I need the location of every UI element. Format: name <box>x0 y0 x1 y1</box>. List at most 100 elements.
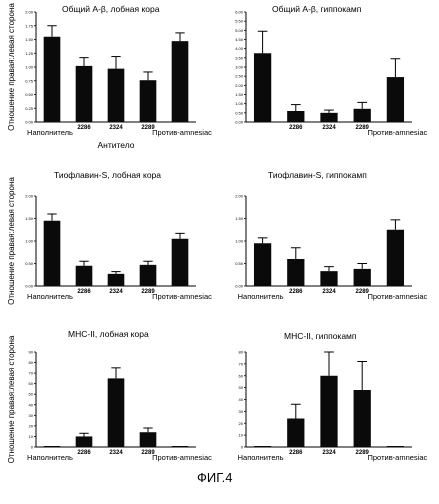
y-tick-label: 2.50 <box>235 74 244 79</box>
y-tick-label: 30 <box>29 413 34 418</box>
y-tick-label: 50 <box>29 392 34 397</box>
y-tick-label: 5.00 <box>235 28 244 33</box>
x-tick-label: 2289 <box>141 289 155 295</box>
chart-panel-6: МНС-II, гиппокамп 0 10 20 30 40 50 60 70 80 Наполн… <box>238 331 428 462</box>
y-tick-label: 4.00 <box>235 46 244 51</box>
y-tick-label: 0.75 <box>25 78 34 83</box>
x-tick-label: Против-amnesiac <box>152 292 212 301</box>
y-tick-label: 80 <box>239 350 244 355</box>
y-tick-label: 1.50 <box>235 216 244 221</box>
chart-title: Общий А-β, лобная кора <box>62 4 160 14</box>
bar <box>287 259 305 286</box>
bar <box>320 271 338 286</box>
y-axis-label: Отношение правая:левая сторона <box>7 177 16 305</box>
bar <box>107 273 125 286</box>
bar <box>75 436 93 447</box>
y-tick-label: 20 <box>239 421 244 426</box>
y-tick-label: 60 <box>239 373 244 378</box>
y-tick-label: 10 <box>29 434 34 439</box>
y-tick-label: 50 <box>239 385 244 390</box>
bar <box>353 268 371 286</box>
x-tick-label: Наполнитель <box>27 292 73 301</box>
y-tick-label: 1.50 <box>25 37 34 42</box>
y-tick-label: 0.50 <box>25 92 34 97</box>
y-axis-label: Отношение правая:левая сторона <box>7 3 16 131</box>
x-tick-label: 2324 <box>322 450 336 456</box>
x-tick-label: 2286 <box>77 125 91 131</box>
bar <box>253 53 272 122</box>
bar <box>253 243 272 286</box>
y-tick-label: 1.00 <box>25 65 34 70</box>
chart-panel-2: Общий А-β, гиппокамп 0.00 0.50 1.00 1.50 2.00… <box>235 4 427 137</box>
y-tick-label: 40 <box>29 402 34 407</box>
bar <box>139 264 157 286</box>
y-tick-label: 0.00 <box>235 284 244 289</box>
y-tick-label: 6.00 <box>235 10 244 15</box>
x-tick-label: 2324 <box>109 125 123 131</box>
bar <box>107 68 125 122</box>
bar <box>43 220 61 286</box>
bar <box>386 446 405 447</box>
bar <box>353 108 371 122</box>
x-tick-label: Против-amnesiac <box>368 128 428 137</box>
y-tick-label: 0 <box>241 445 244 450</box>
bar <box>386 229 405 286</box>
y-axis-label: Отношение правая:левая сторона <box>7 335 16 463</box>
y-tick-label: 2.00 <box>235 83 244 88</box>
bar <box>287 418 305 447</box>
y-tick-label: 0.00 <box>235 120 244 125</box>
x-tick-label: 2289 <box>141 125 155 131</box>
y-tick-label: 30 <box>239 409 244 414</box>
x-tick-label: 2289 <box>356 125 370 131</box>
bar <box>139 432 157 447</box>
chart-title: Общий А-β, гиппокамп <box>272 4 362 14</box>
x-tick-label: 2324 <box>322 289 336 295</box>
y-tick-label: 2.00 <box>25 194 34 199</box>
bar <box>171 238 189 286</box>
chart-title: Тиофлавин-S, лобная кора <box>54 170 161 180</box>
chart-title: Тиофлавин-S, гиппокамп <box>268 170 367 180</box>
y-tick-label: 70 <box>239 361 244 366</box>
x-tick-label: Наполнитель <box>27 453 73 462</box>
bar <box>43 36 61 122</box>
x-tick-label: 2289 <box>356 289 370 295</box>
x-tick-label: 2286 <box>77 289 91 295</box>
y-tick-label: 1.00 <box>235 239 244 244</box>
y-tick-label: 1.25 <box>25 51 34 56</box>
y-tick-label: 4.50 <box>235 37 244 42</box>
chart-panel-1: Общий А-β, лобная кора 0.00 0.25 0.50 0.75 1.… <box>7 3 212 150</box>
bar <box>171 446 189 447</box>
bar <box>43 446 61 447</box>
x-tick-label: 2324 <box>109 289 123 295</box>
x-tick-label: Против-amnesiac <box>368 292 428 301</box>
figure-label: ФИГ.4 <box>197 470 233 485</box>
y-tick-label: 1.00 <box>25 239 34 244</box>
x-tick-label: 2289 <box>356 450 370 456</box>
chart-panel-5: МНС-II, лобная кора 0 10 20 30 40 50 60 70 80 90 От… <box>7 329 212 463</box>
y-tick-label: 3.00 <box>235 65 244 70</box>
x-axis-label: Антитело <box>97 140 134 150</box>
chart-panel-4: Тиофлавин-S, гиппокамп 0.00 0.50 1.00 1.50 2.… <box>235 170 427 301</box>
x-tick-label: 2324 <box>109 450 123 456</box>
x-tick-label: 2286 <box>289 125 303 131</box>
bar <box>171 41 189 122</box>
y-tick-label: 0 <box>31 445 34 450</box>
chart-title: МНС-II, лобная кора <box>68 329 149 339</box>
bar <box>320 375 338 447</box>
bar <box>386 77 405 122</box>
y-tick-label: 5.50 <box>235 19 244 24</box>
bar <box>139 80 157 122</box>
x-tick-label: Против-amnesiac <box>368 453 428 462</box>
y-tick-label: 1.75 <box>25 23 34 28</box>
chart-panel-3: Тиофлавин-S, лобная кора 0.00 0.50 1.00 1.50… <box>7 170 212 305</box>
y-tick-label: 1.00 <box>235 101 244 106</box>
bar <box>253 446 272 447</box>
x-tick-label: Против-amnesiac <box>152 128 212 137</box>
x-tick-label: 2289 <box>141 450 155 456</box>
x-tick-label: Наполнитель <box>27 128 73 137</box>
y-tick-label: 0.00 <box>25 120 34 125</box>
y-tick-label: 60 <box>29 381 34 386</box>
y-tick-label: 3.50 <box>235 55 244 60</box>
x-tick-label: 2286 <box>289 450 303 456</box>
bar <box>75 265 93 286</box>
